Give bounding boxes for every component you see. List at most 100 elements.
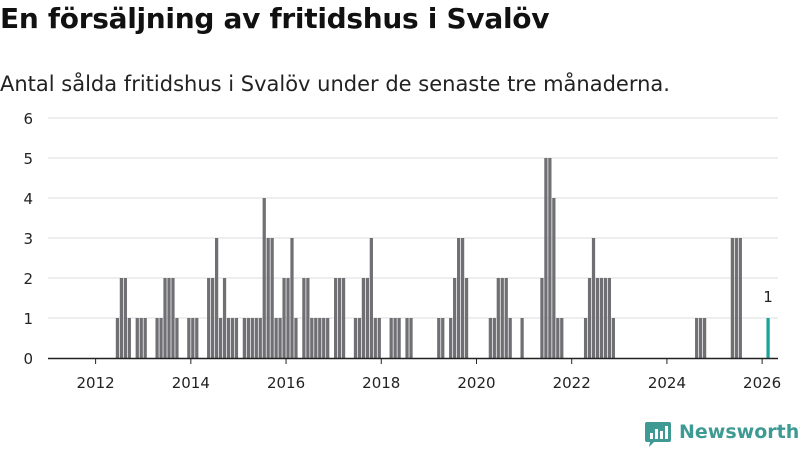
bar	[139, 318, 143, 358]
bar	[540, 278, 544, 358]
bar	[361, 278, 366, 358]
x-tick-label: 2014	[172, 374, 210, 392]
y-tick-label: 2	[23, 270, 33, 288]
bar	[242, 318, 247, 358]
bar	[254, 318, 258, 358]
bar	[699, 318, 703, 358]
bar	[171, 278, 175, 358]
bar	[314, 318, 318, 358]
y-tick-label: 0	[23, 350, 33, 368]
bar	[357, 318, 362, 358]
bar	[167, 278, 171, 358]
bar	[389, 318, 393, 358]
data-labels: 1	[763, 288, 773, 306]
bar	[457, 238, 461, 358]
bar	[409, 318, 413, 358]
bar	[306, 278, 310, 358]
bar	[155, 318, 159, 358]
bar	[246, 318, 250, 358]
gridlines	[48, 117, 778, 319]
bar	[119, 278, 124, 358]
newsworthy-logo-icon	[645, 422, 671, 447]
bar	[437, 318, 441, 358]
bar	[310, 318, 314, 358]
bar	[730, 238, 734, 358]
bar	[123, 278, 127, 358]
bar	[734, 238, 738, 358]
bar	[603, 278, 608, 358]
bar	[496, 278, 500, 358]
bar	[143, 318, 147, 358]
data-label: 1	[763, 288, 773, 306]
bars	[115, 158, 770, 358]
bar	[175, 318, 179, 358]
bar	[552, 198, 556, 358]
y-tick-label: 1	[23, 310, 33, 328]
bar	[591, 238, 596, 358]
bar	[393, 318, 397, 358]
bar	[341, 278, 346, 358]
bar	[163, 278, 167, 358]
x-tick-label: 2016	[267, 374, 305, 392]
bar	[258, 318, 262, 358]
bar	[187, 318, 191, 358]
bar	[544, 158, 548, 358]
bar	[230, 318, 235, 358]
bar	[286, 278, 290, 358]
bar	[337, 278, 342, 358]
x-axis: 2012 2014 2016 2018 2020 2022 2024 2026	[48, 357, 781, 392]
bar	[322, 318, 326, 358]
bar	[460, 238, 465, 358]
bar	[611, 318, 615, 358]
bar	[488, 318, 492, 358]
bar	[595, 278, 600, 358]
bar	[583, 318, 588, 358]
bar	[226, 318, 231, 358]
bar	[504, 278, 508, 358]
bar	[195, 318, 199, 358]
x-tick-label: 2024	[648, 374, 686, 392]
bar	[492, 318, 496, 358]
bar	[211, 278, 215, 358]
bar	[508, 318, 512, 358]
x-tick-label: 2022	[553, 374, 591, 392]
x-tick-label: 2012	[77, 374, 115, 392]
bar	[302, 278, 306, 358]
bar	[405, 318, 409, 358]
bar	[599, 278, 604, 358]
bar	[373, 318, 377, 358]
bar	[127, 318, 131, 358]
bar	[453, 278, 457, 358]
bar	[278, 318, 282, 358]
bar	[218, 318, 223, 358]
bar	[556, 318, 560, 358]
bar	[294, 318, 298, 358]
bar	[191, 318, 195, 358]
bar	[702, 318, 707, 358]
newsworthy-logo-text: Newsworthy	[679, 421, 800, 443]
bar	[365, 278, 369, 358]
newsworthy-logo[interactable]: Newsworthy	[644, 421, 800, 447]
bar	[282, 278, 286, 358]
bar	[326, 318, 330, 358]
bar	[464, 278, 469, 358]
bar	[115, 318, 120, 358]
bar	[334, 278, 338, 358]
bar	[318, 318, 322, 358]
bar	[262, 198, 266, 358]
y-tick-label: 5	[23, 150, 33, 168]
bar	[274, 318, 278, 358]
bar	[266, 238, 270, 358]
bar-highlight	[766, 318, 770, 358]
chart-title: En försäljning av fritidshus i Svalöv	[0, 2, 550, 35]
bar	[214, 238, 219, 358]
bar-chart: 0 1 2 3 4 5 6 2012 2014 2016 2018 2020 2022 2024 2026…	[23, 110, 781, 392]
bar	[222, 278, 227, 358]
bar	[207, 278, 211, 358]
bar	[738, 238, 742, 358]
bar	[135, 318, 139, 358]
bar	[353, 318, 358, 358]
x-tick-label: 2026	[743, 374, 781, 392]
y-tick-label: 3	[23, 230, 33, 248]
bar	[270, 238, 274, 358]
